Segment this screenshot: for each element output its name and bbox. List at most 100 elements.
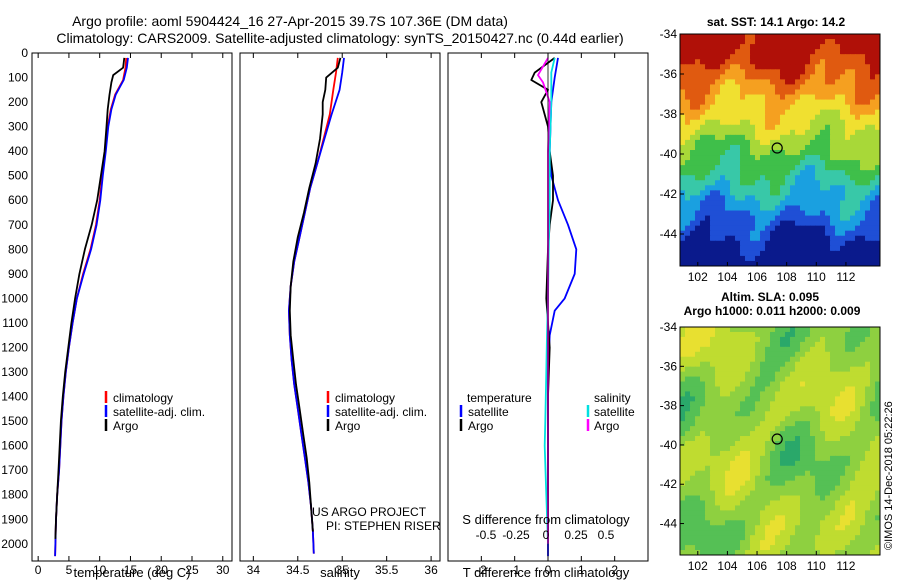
map-cell xyxy=(735,69,741,75)
map-cell xyxy=(790,465,796,472)
map-cell xyxy=(730,416,736,422)
map-cell xyxy=(850,540,856,546)
map-cell xyxy=(785,69,791,75)
map-cell xyxy=(815,150,821,156)
map-cell xyxy=(775,119,781,126)
map-cell xyxy=(725,485,731,492)
map-cell xyxy=(755,200,761,207)
map-cell xyxy=(870,500,876,507)
map-cell xyxy=(730,129,736,136)
map-cell xyxy=(850,180,856,186)
legend-satellite-label: satellite-adj. clim. xyxy=(335,405,427,419)
map-cell xyxy=(755,391,761,397)
map-cell xyxy=(755,220,761,227)
map-cell xyxy=(745,84,751,91)
map-cell xyxy=(760,34,766,40)
map-cell xyxy=(730,94,736,101)
map-cell xyxy=(745,150,751,156)
map-cell xyxy=(755,190,761,196)
map-cell xyxy=(830,134,836,141)
map-cell xyxy=(835,150,841,156)
map-cell xyxy=(765,441,771,447)
map-cell xyxy=(685,235,691,242)
map-cell xyxy=(680,535,686,541)
map-cell xyxy=(710,144,716,151)
lon-tick-label: 112 xyxy=(836,559,855,573)
map-cell xyxy=(840,490,846,497)
map-cell xyxy=(830,180,836,186)
map-cell xyxy=(740,250,746,257)
map-cell xyxy=(695,460,701,467)
map-cell xyxy=(725,59,731,65)
lon-tick-label: 102 xyxy=(688,270,708,284)
map-cell xyxy=(685,520,691,526)
map-cell xyxy=(865,351,871,358)
map-cell xyxy=(695,215,701,222)
map-cell xyxy=(790,49,796,55)
map-cell xyxy=(785,391,791,397)
map-cell xyxy=(755,49,761,55)
map-cell xyxy=(810,545,816,551)
map-cell xyxy=(795,426,801,432)
map-cell xyxy=(875,436,880,442)
map-cell xyxy=(760,119,766,126)
map-cell xyxy=(875,49,880,55)
map-cell xyxy=(770,255,776,262)
map-cell xyxy=(685,490,691,497)
map-cell xyxy=(710,401,716,407)
map-cell xyxy=(690,391,696,397)
map-cell xyxy=(775,465,781,472)
map-cell xyxy=(755,416,761,422)
map-cell xyxy=(765,180,771,186)
map-cell xyxy=(765,94,771,101)
map-cell xyxy=(685,371,691,378)
map-cell xyxy=(845,381,851,388)
map-cell xyxy=(825,260,831,266)
map-cell xyxy=(790,54,796,60)
map-cell xyxy=(680,165,686,171)
map-cell xyxy=(685,545,691,551)
map-cell xyxy=(790,376,796,383)
map-cell xyxy=(850,356,856,363)
map-cell xyxy=(835,54,841,60)
map-cell xyxy=(745,550,751,555)
map-cell xyxy=(875,550,880,555)
map-cell xyxy=(740,94,746,101)
map-cell xyxy=(745,99,751,106)
map-cell xyxy=(805,445,811,452)
map-cell xyxy=(820,386,826,393)
legend-s-argo-label: Argo xyxy=(594,419,620,433)
map-cell xyxy=(810,119,816,126)
map-cell xyxy=(860,510,866,516)
map-cell xyxy=(680,150,686,156)
map-cell xyxy=(695,327,701,333)
salinity-lines xyxy=(287,57,345,554)
map-cell xyxy=(800,550,806,555)
map-cell xyxy=(845,376,851,383)
map-cell xyxy=(855,361,861,368)
map-cell xyxy=(765,450,771,457)
map-cell xyxy=(835,381,841,388)
map-cell xyxy=(770,450,776,457)
map-cell xyxy=(875,175,880,181)
map-cell xyxy=(700,230,706,237)
map-cell xyxy=(695,245,701,252)
map-cell xyxy=(830,361,836,368)
map-cell xyxy=(730,550,736,555)
map-cell xyxy=(855,39,861,45)
map-cell xyxy=(775,240,781,247)
map-cell xyxy=(750,220,756,227)
map-cell xyxy=(785,260,791,266)
map-cell xyxy=(775,450,781,457)
map-cell xyxy=(695,470,701,477)
map-cell xyxy=(725,210,731,217)
map-cell xyxy=(790,341,796,348)
map-cell xyxy=(720,160,726,166)
map-cell xyxy=(875,255,880,262)
map-cell xyxy=(835,79,841,86)
map-cell xyxy=(810,235,816,242)
map-cell xyxy=(770,431,776,437)
map-cell xyxy=(730,84,736,91)
map-cell xyxy=(820,500,826,507)
map-cell xyxy=(870,520,876,526)
